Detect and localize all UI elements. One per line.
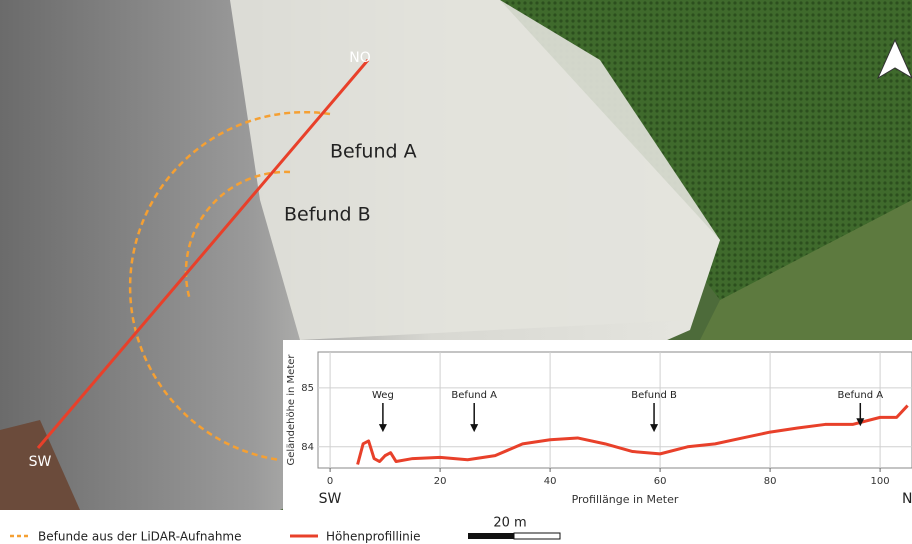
legend-label: Befunde aus der LiDAR-Aufnahme: [38, 530, 242, 544]
x-tick-label: 20: [434, 476, 447, 487]
annotation-label: Weg: [372, 390, 394, 401]
plot-area: [318, 352, 912, 468]
y-tick-label: 85: [301, 383, 314, 394]
scale-bar: [468, 533, 514, 539]
feature-label: Befund B: [284, 204, 371, 226]
annotation-label: Befund A: [451, 390, 497, 401]
figure: NO SW Befund A Befund B 0 20 40 60 80 100 84 85…: [0, 0, 912, 544]
feature-label: Befund A: [330, 141, 417, 163]
line-start-label: SW: [29, 454, 52, 470]
scale-bar-label: 20 m: [493, 516, 526, 531]
x-axis-label: Profillänge in Meter: [572, 493, 679, 506]
annotation-label: Befund B: [631, 390, 677, 401]
annotation-label: Befund A: [838, 390, 884, 401]
x-tick-label: 0: [327, 476, 333, 487]
x-tick-label: 40: [544, 476, 557, 487]
line-end-label: NO: [349, 50, 371, 66]
y-tick-label: 84: [301, 442, 314, 453]
x-tick-label: 80: [764, 476, 777, 487]
y-axis-label: Geländehöhe in Meter: [286, 354, 297, 466]
end-label: NO: [902, 491, 912, 507]
scale-bar: [514, 533, 560, 539]
x-tick-label: 60: [654, 476, 667, 487]
start-label: SW: [319, 491, 342, 507]
x-tick-label: 100: [871, 476, 890, 487]
legend-label: Höhenprofillinie: [326, 530, 420, 544]
